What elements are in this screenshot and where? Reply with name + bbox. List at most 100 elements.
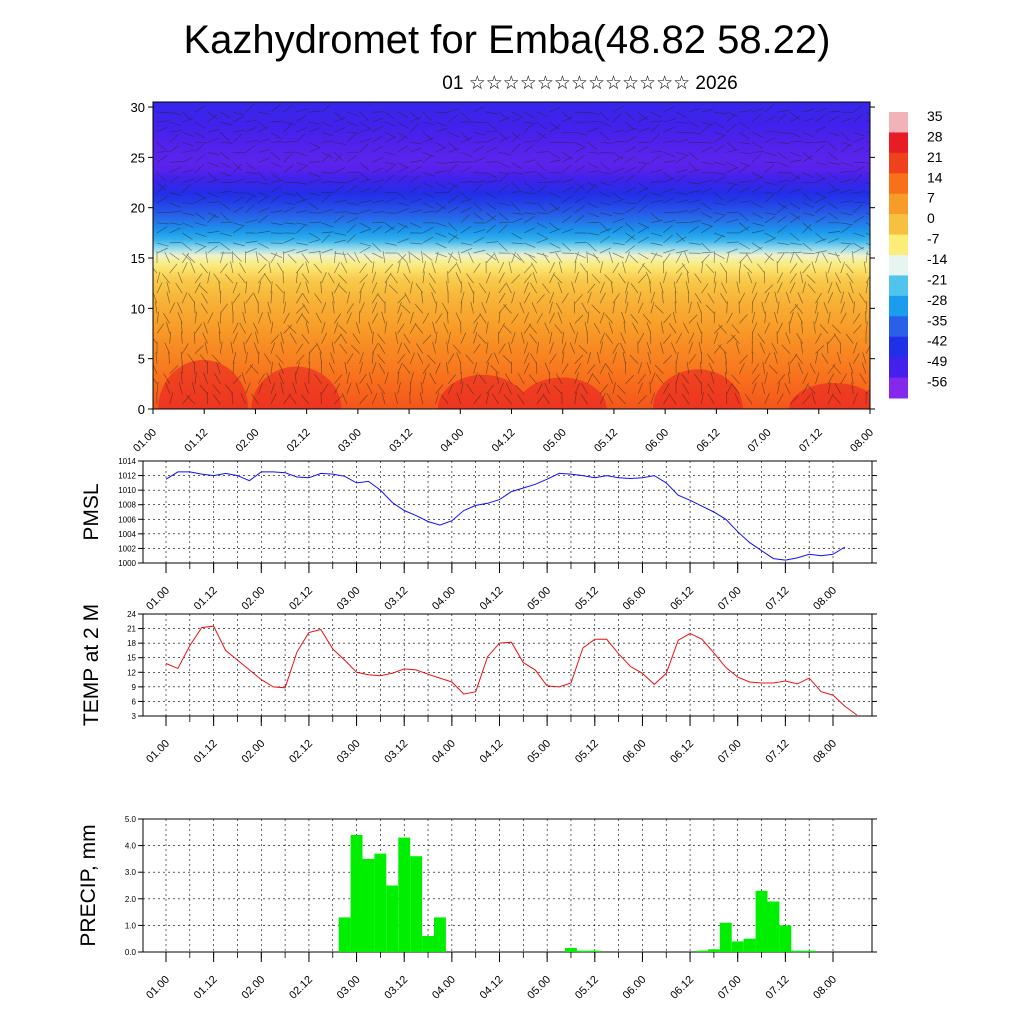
wind-barb — [536, 202, 546, 211]
wind-barb — [625, 166, 637, 173]
wind-barb — [549, 121, 560, 130]
wind-barb — [751, 246, 763, 254]
wind-barb — [788, 321, 791, 334]
wind-barb — [815, 172, 826, 180]
wind-barb — [243, 341, 246, 354]
wind-barb — [574, 271, 579, 284]
wind-barb — [372, 145, 383, 153]
wind-barb — [646, 342, 652, 354]
wind-barb — [220, 202, 231, 210]
wind-barb — [368, 321, 373, 334]
wind-barb — [612, 198, 625, 204]
wind-barb — [473, 131, 486, 136]
wind-barb — [410, 222, 422, 229]
wind-barb — [332, 301, 335, 314]
wind-barb — [447, 142, 458, 151]
wind-barb — [232, 196, 244, 204]
wind-barb — [851, 381, 854, 394]
wind-barb — [726, 183, 736, 193]
colorbar-swatch — [889, 316, 908, 338]
wind-barb — [701, 251, 714, 254]
wind-barb — [663, 187, 675, 193]
wind-barb — [612, 106, 624, 113]
wind-barb — [811, 392, 816, 405]
wind-barb — [827, 212, 839, 220]
wind-barb — [701, 146, 713, 153]
wind-barb — [571, 281, 576, 294]
wind-barb — [355, 382, 360, 395]
wind-barb — [388, 284, 398, 294]
wind-barb — [232, 162, 243, 171]
wind-barb — [762, 361, 766, 374]
wind-barb — [359, 263, 367, 274]
heatmap-warm-blob — [652, 369, 743, 409]
wind-barb — [768, 364, 778, 375]
wind-barb — [384, 136, 396, 143]
wind-barb — [819, 324, 829, 334]
wind-barb — [655, 374, 664, 385]
wind-barb — [456, 392, 462, 405]
wind-barb — [359, 222, 371, 229]
wind-barb — [574, 141, 586, 148]
wind-barb — [156, 120, 169, 123]
wind-barb — [315, 312, 322, 324]
wind-barb — [258, 121, 268, 130]
wind-barb — [468, 252, 474, 264]
wind-barb — [802, 223, 812, 234]
wind-barb — [865, 141, 870, 143]
heatmap-warm-blob — [437, 374, 528, 409]
wind-barb — [334, 167, 346, 173]
wind-barb — [194, 154, 205, 163]
wind-barb — [270, 222, 283, 226]
wind-barb — [397, 135, 408, 143]
wind-barb — [663, 118, 676, 123]
wind-barb — [498, 184, 509, 193]
wind-barb — [435, 362, 441, 374]
wind-barb — [498, 151, 511, 156]
wind-barb — [815, 125, 826, 133]
y-tick-label: 3.0 — [125, 868, 137, 877]
wind-barb — [296, 249, 308, 254]
wind-barb — [802, 108, 815, 113]
wind-barb — [688, 121, 700, 128]
wind-barb — [371, 271, 377, 284]
wind-barb — [397, 222, 409, 229]
wind-barb — [574, 165, 585, 173]
wind-barb — [258, 230, 271, 234]
wind-barb — [239, 322, 246, 334]
wind-barb — [334, 116, 346, 123]
wind-barb — [270, 281, 273, 294]
wind-barb — [447, 183, 458, 193]
wind-barb — [815, 114, 826, 123]
wind-barb — [600, 182, 612, 186]
wind-barb — [846, 273, 854, 284]
wind-barb — [647, 352, 652, 364]
wind-barb — [283, 237, 295, 244]
wind-barb — [334, 153, 343, 163]
wind-barb — [827, 131, 840, 137]
wind-barb — [528, 374, 538, 385]
wind-barb — [231, 301, 234, 314]
wind-barb — [308, 110, 321, 113]
wind-barb — [707, 383, 715, 395]
wind-barb — [447, 263, 457, 274]
wind-barb — [777, 322, 783, 334]
wind-barb — [328, 362, 335, 374]
wind-barb — [156, 142, 167, 151]
wind-barb — [523, 342, 529, 354]
wind-barb — [432, 321, 436, 334]
wind-barb — [669, 323, 677, 334]
wind-barb — [853, 173, 863, 183]
wind-barb — [676, 199, 688, 204]
wind-barb — [561, 206, 573, 213]
wind-barb — [321, 321, 326, 334]
wind-barb — [334, 211, 347, 214]
wind-barb — [410, 185, 421, 193]
wind-barb — [295, 282, 302, 294]
wind-barb — [296, 115, 307, 123]
wind-barb — [612, 301, 616, 314]
wind-barb — [346, 291, 351, 304]
wind-barb — [194, 105, 206, 113]
